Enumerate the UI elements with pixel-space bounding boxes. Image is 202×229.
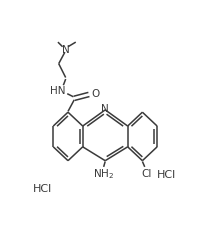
Text: N: N	[101, 104, 108, 114]
Text: O: O	[90, 90, 99, 99]
Text: NH$_2$: NH$_2$	[93, 167, 114, 181]
Text: HCl: HCl	[156, 170, 175, 180]
Text: Cl: Cl	[140, 169, 151, 179]
Text: N: N	[61, 45, 69, 55]
Text: HCl: HCl	[33, 184, 52, 194]
Text: HN: HN	[50, 86, 65, 96]
